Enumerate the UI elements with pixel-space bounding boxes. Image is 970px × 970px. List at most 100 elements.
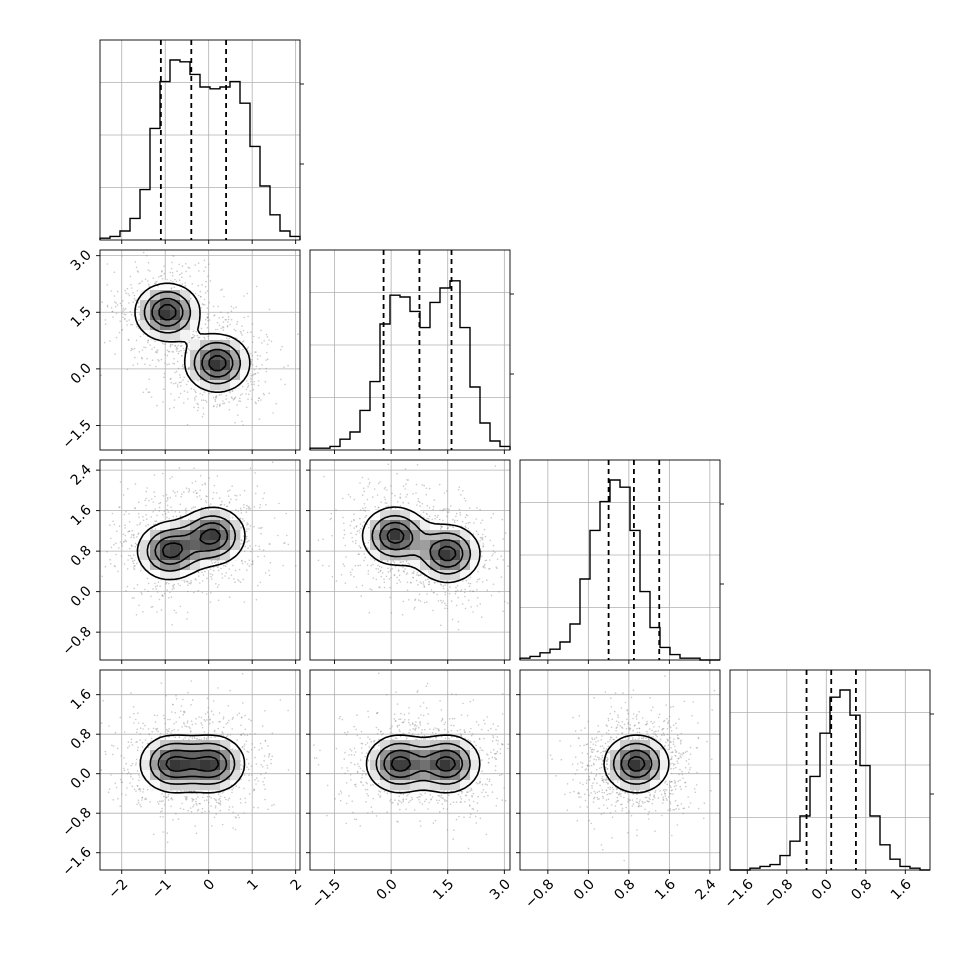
sample-point xyxy=(165,694,167,697)
sample-point xyxy=(492,550,495,552)
sample-point xyxy=(158,510,161,512)
sample-point xyxy=(159,585,161,587)
sample-point xyxy=(418,599,420,601)
sample-point xyxy=(117,797,119,800)
sample-point xyxy=(344,582,347,584)
sample-point xyxy=(205,737,208,740)
sample-point xyxy=(128,339,130,341)
sample-point xyxy=(405,560,408,563)
x-tick-label: −1.6 xyxy=(722,876,757,911)
sample-point xyxy=(492,583,495,585)
x-tick-label: 0.0 xyxy=(809,876,836,903)
sample-point xyxy=(193,804,195,806)
sample-point xyxy=(202,303,205,306)
sample-point xyxy=(150,606,153,608)
sample-point xyxy=(260,532,262,535)
sample-point xyxy=(428,571,430,573)
sample-point xyxy=(217,727,219,730)
sample-point xyxy=(141,280,143,283)
sample-point xyxy=(235,498,238,501)
sample-point xyxy=(361,752,363,754)
sample-point xyxy=(228,568,230,570)
sample-point xyxy=(242,578,244,581)
sample-point xyxy=(248,506,250,509)
sample-point xyxy=(266,351,268,354)
sample-point xyxy=(376,494,379,496)
sample-point xyxy=(400,801,403,804)
sample-point xyxy=(159,732,162,735)
density-cell xyxy=(160,280,171,291)
sample-point xyxy=(165,796,168,799)
sample-point xyxy=(287,769,290,771)
sample-point xyxy=(220,289,222,291)
sample-point xyxy=(135,790,137,792)
sample-point xyxy=(404,568,406,570)
sample-point xyxy=(227,799,230,801)
sample-point xyxy=(195,832,198,834)
sample-point xyxy=(442,807,445,810)
sample-point xyxy=(247,523,249,525)
sample-point xyxy=(253,806,255,809)
sample-point xyxy=(220,393,222,396)
sample-point xyxy=(232,827,234,829)
sample-point xyxy=(201,724,203,726)
sample-point xyxy=(191,283,194,285)
density-cell xyxy=(230,340,241,351)
sample-point xyxy=(123,309,126,311)
sample-point xyxy=(506,602,509,604)
sample-point xyxy=(377,568,380,570)
sample-point xyxy=(114,731,117,734)
sample-point xyxy=(240,716,243,719)
sample-point xyxy=(158,276,160,278)
sample-point xyxy=(259,742,262,745)
sample-point xyxy=(180,495,182,498)
sample-point xyxy=(110,307,113,309)
sample-point xyxy=(476,588,478,591)
sample-point xyxy=(494,551,496,554)
sample-point xyxy=(247,315,249,318)
sample-point xyxy=(222,326,225,329)
sample-point xyxy=(248,565,251,567)
sample-point xyxy=(166,832,169,834)
sample-point xyxy=(186,725,188,728)
sample-point xyxy=(317,539,320,541)
sample-point xyxy=(197,262,200,264)
sample-point xyxy=(147,582,150,585)
sample-point xyxy=(257,384,260,387)
sample-point xyxy=(215,492,218,494)
density-cell xyxy=(220,340,231,351)
sample-point xyxy=(193,406,195,409)
sample-point xyxy=(273,517,276,519)
sample-point xyxy=(148,499,150,502)
density-cell xyxy=(150,320,161,331)
sample-point xyxy=(467,522,470,524)
sample-point xyxy=(137,788,140,791)
sample-point xyxy=(251,774,253,776)
sample-point xyxy=(140,570,142,572)
sample-point xyxy=(134,542,137,545)
sample-point xyxy=(135,718,137,721)
histogram-step xyxy=(99,59,301,240)
sample-point xyxy=(179,273,181,276)
sample-point xyxy=(252,563,254,565)
sample-point xyxy=(207,316,209,319)
sample-point xyxy=(249,545,251,547)
sample-point xyxy=(250,360,253,363)
sample-point xyxy=(100,769,103,771)
sample-point xyxy=(132,560,134,562)
sample-point xyxy=(126,368,129,371)
sample-point xyxy=(204,500,207,502)
sample-point xyxy=(136,270,139,272)
sample-point xyxy=(171,798,174,801)
sample-point xyxy=(100,722,103,724)
sample-point xyxy=(172,281,174,283)
sample-point xyxy=(467,582,470,584)
sample-point xyxy=(353,527,356,529)
sample-point xyxy=(204,318,207,321)
y-tick-label: 0.8 xyxy=(68,726,95,753)
density-cell xyxy=(160,310,171,321)
sample-point xyxy=(239,400,242,403)
sample-point xyxy=(141,796,144,799)
sample-point xyxy=(195,717,197,720)
density-cell xyxy=(210,360,221,371)
